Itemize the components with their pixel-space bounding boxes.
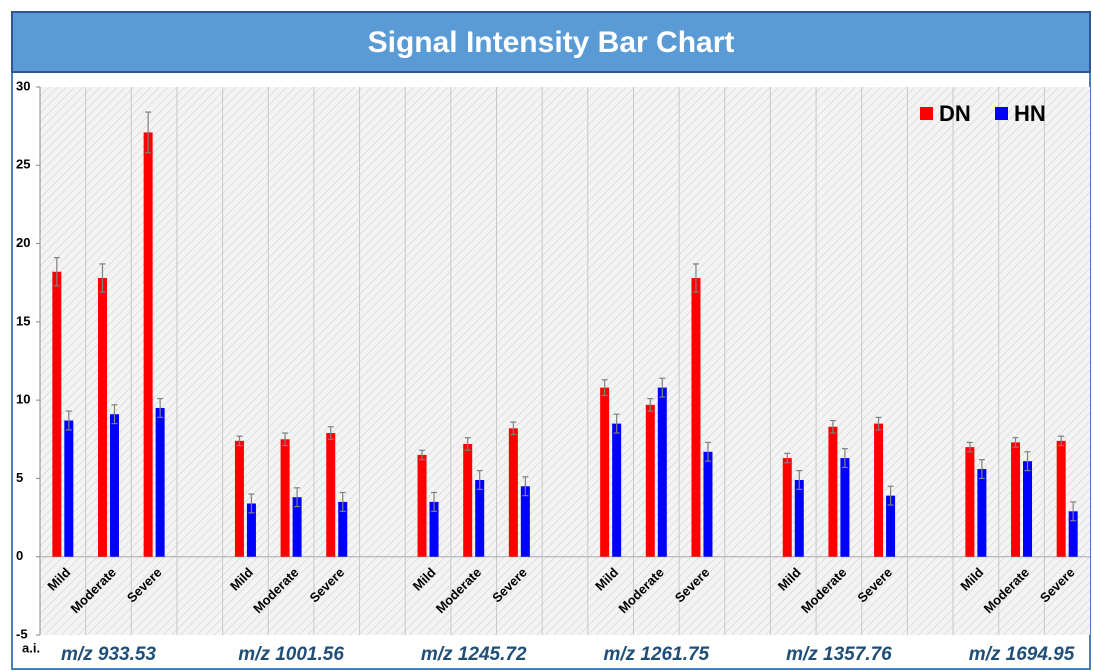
legend-swatch	[995, 107, 1008, 120]
bar	[657, 387, 667, 557]
y-tick-label: 5	[16, 470, 23, 485]
y-tick-label: 0	[16, 548, 23, 563]
bar	[52, 271, 62, 557]
bar	[1011, 442, 1021, 557]
group-label: m/z 1001.56	[238, 644, 344, 665]
group-label: m/z 933.53	[61, 644, 156, 665]
bar	[886, 495, 896, 557]
y-tick-label: 20	[16, 235, 30, 250]
chart-title: Signal Intensity Bar Chart	[368, 26, 735, 59]
bar	[703, 451, 713, 557]
legend-swatch	[920, 107, 933, 120]
bar	[840, 458, 850, 557]
y-tick-label: 30	[16, 78, 30, 93]
bar	[782, 458, 792, 557]
bar	[475, 479, 485, 557]
bar	[234, 440, 244, 557]
bar	[64, 420, 74, 557]
y-tick-label: 25	[16, 157, 30, 172]
legend-label: HN	[1014, 101, 1046, 126]
bar	[1056, 440, 1066, 557]
bar	[508, 428, 518, 557]
bar	[874, 423, 884, 557]
y-unit: a.i.	[22, 640, 40, 655]
y-tick-label: -5	[16, 626, 28, 641]
group-label: m/z 1357.76	[786, 644, 892, 665]
bar	[417, 454, 427, 557]
bar	[612, 423, 622, 557]
bar	[1023, 461, 1033, 557]
y-tick-label: 10	[16, 392, 30, 407]
bar	[109, 414, 119, 557]
bar	[600, 387, 610, 557]
bar	[429, 501, 439, 557]
bar	[246, 503, 256, 557]
bar	[463, 443, 473, 557]
bar	[155, 407, 165, 557]
bar	[977, 469, 987, 557]
bar	[965, 447, 975, 557]
bar	[691, 278, 701, 557]
bar	[97, 278, 107, 557]
bar	[338, 501, 348, 557]
bar	[645, 404, 655, 557]
bar	[292, 497, 302, 557]
legend-label: DN	[939, 101, 971, 126]
bar	[143, 132, 153, 557]
plot-area	[40, 87, 1090, 635]
bar	[280, 439, 290, 557]
bar	[326, 433, 336, 557]
group-label: m/z 1261.75	[603, 644, 709, 665]
y-tick-label: 15	[16, 313, 30, 328]
title-bar	[11, 11, 1091, 73]
group-label: m/z 1694.95	[969, 644, 1075, 665]
bar	[1068, 511, 1078, 557]
bar	[828, 426, 838, 557]
group-label: m/z 1245.72	[421, 644, 527, 665]
bar	[520, 486, 530, 557]
bar	[794, 479, 804, 557]
